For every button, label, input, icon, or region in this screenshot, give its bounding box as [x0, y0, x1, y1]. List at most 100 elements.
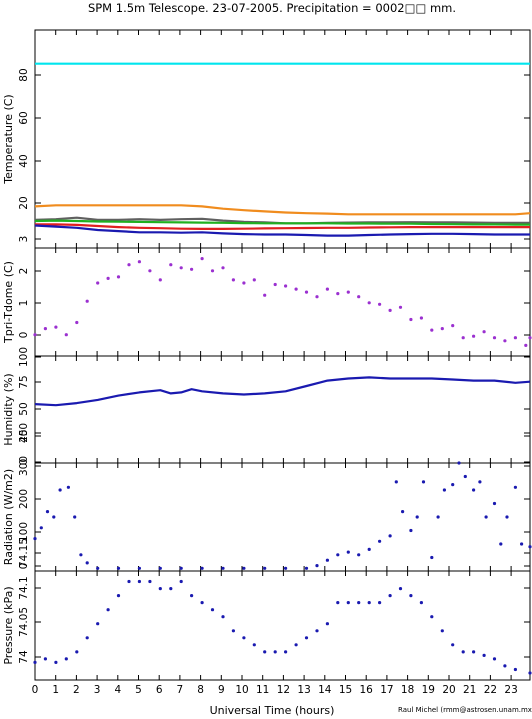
- data-point: [421, 480, 426, 484]
- data-point: [304, 290, 309, 294]
- x-tick-label: 9: [218, 684, 225, 696]
- y-tick-label: 1: [18, 300, 30, 307]
- data-point: [398, 587, 403, 591]
- data-point: [442, 488, 446, 492]
- data-point: [190, 594, 194, 598]
- data-point: [505, 515, 509, 519]
- data-point: [179, 579, 183, 584]
- y-axis-label: Humidity (%): [2, 373, 15, 445]
- series-line-3: [34, 219, 530, 226]
- data-point: [54, 660, 58, 665]
- y-tick-label: 0: [18, 563, 30, 570]
- data-point: [524, 343, 528, 347]
- data-point: [503, 664, 507, 668]
- data-point: [169, 587, 173, 591]
- data-point: [75, 650, 79, 654]
- data-point: [294, 287, 298, 291]
- panel-3: 0 100 200 300 400 Radiation (W/m2): [2, 423, 532, 572]
- data-point: [263, 293, 267, 297]
- data-point: [190, 267, 194, 271]
- data-point: [336, 292, 340, 296]
- data-point: [378, 539, 382, 543]
- data-point: [66, 485, 70, 489]
- data-point: [346, 550, 350, 554]
- x-tick-label: 19: [422, 684, 435, 696]
- series-line-5: [34, 224, 530, 237]
- x-tick-label: 1: [52, 684, 59, 696]
- data-point: [367, 547, 371, 552]
- series-line-4: [35, 223, 530, 230]
- data-point: [388, 308, 392, 312]
- data-point: [116, 275, 121, 279]
- data-point: [346, 601, 350, 605]
- y-tick-label: 20: [18, 196, 30, 209]
- data-point: [472, 334, 476, 338]
- data-point: [85, 299, 89, 303]
- data-point: [378, 302, 382, 306]
- x-tick-label: 7: [177, 684, 184, 696]
- x-tick-label: 4: [114, 684, 121, 696]
- data-point: [169, 263, 173, 267]
- data-point: [85, 561, 89, 565]
- data-point: [127, 579, 131, 584]
- data-point: [73, 515, 77, 519]
- data-point: [96, 622, 100, 626]
- data-point: [451, 643, 455, 647]
- data-point: [263, 566, 267, 570]
- x-tick-label: 10: [235, 684, 248, 696]
- data-point: [263, 650, 267, 654]
- data-point: [148, 269, 152, 273]
- x-tick-label: 16: [360, 684, 374, 696]
- data-point: [284, 566, 288, 570]
- data-point: [492, 657, 497, 661]
- data-point: [75, 320, 79, 325]
- data-point: [137, 566, 141, 570]
- data-point: [409, 317, 413, 322]
- y-tick-label: 50: [18, 402, 30, 415]
- data-point: [106, 276, 110, 280]
- y-tick-label: 80: [18, 68, 30, 81]
- y-axis-label: Pressure (kPa): [2, 586, 15, 664]
- data-point: [430, 615, 434, 619]
- x-tick-label: 2: [73, 684, 80, 696]
- data-point: [148, 579, 152, 584]
- data-point: [528, 671, 532, 675]
- x-tick-label: 12: [277, 684, 290, 696]
- y-tick-label: 0: [18, 459, 30, 466]
- data-point: [39, 526, 43, 530]
- data-point: [284, 650, 288, 654]
- data-point: [158, 278, 162, 282]
- data-point: [325, 558, 329, 562]
- data-point: [499, 542, 503, 546]
- data-point: [43, 327, 48, 331]
- data-point: [64, 657, 68, 661]
- data-point: [158, 587, 162, 591]
- data-point: [513, 336, 518, 340]
- data-point: [284, 284, 288, 288]
- data-point: [472, 650, 476, 654]
- data-point: [33, 660, 37, 665]
- data-point: [430, 328, 434, 332]
- data-point: [394, 480, 398, 484]
- data-point: [451, 324, 455, 328]
- data-point: [85, 636, 89, 640]
- y-tick-label: 40: [18, 154, 30, 167]
- data-point: [33, 537, 37, 541]
- data-point: [357, 553, 361, 557]
- y-tick-label: 100: [18, 347, 30, 367]
- data-point: [179, 566, 183, 570]
- x-tick-label: 0: [32, 684, 39, 696]
- data-point: [221, 266, 225, 270]
- x-tick-label: 15: [339, 684, 352, 696]
- data-point: [336, 601, 340, 605]
- x-tick-label: 11: [256, 684, 269, 696]
- x-tick-label: 18: [401, 684, 414, 696]
- data-point: [528, 545, 532, 549]
- data-point: [472, 488, 476, 492]
- data-point: [304, 566, 309, 570]
- data-point: [58, 488, 62, 492]
- credit-text: Raul Michel (rmm@astrosen.unam.mx): [398, 706, 532, 714]
- data-point: [419, 316, 423, 320]
